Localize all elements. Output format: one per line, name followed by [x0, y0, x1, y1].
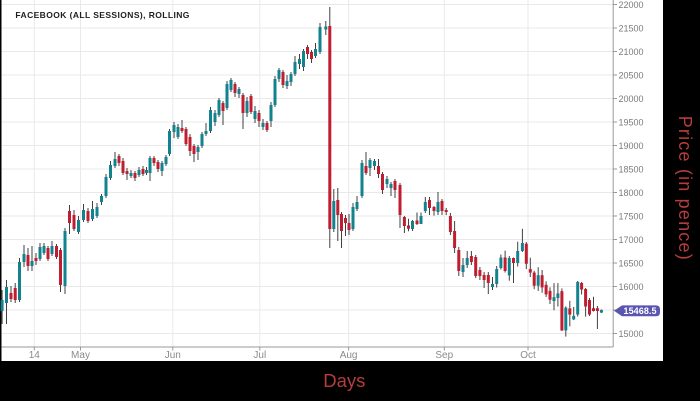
svg-text:FACEBOOK (ALL SESSIONS), ROLLI: FACEBOOK (ALL SESSIONS), ROLLING	[15, 10, 189, 20]
svg-text:May: May	[71, 350, 90, 361]
svg-text:19000: 19000	[619, 141, 644, 151]
svg-text:Aug: Aug	[340, 350, 358, 361]
svg-text:Jul: Jul	[253, 350, 266, 361]
svg-text:Price (in pence): Price (in pence)	[675, 116, 695, 260]
svg-text:19500: 19500	[619, 117, 644, 127]
svg-text:21000: 21000	[619, 47, 644, 57]
svg-text:16000: 16000	[619, 282, 644, 292]
svg-text:17000: 17000	[619, 235, 644, 245]
svg-text:21500: 21500	[619, 23, 644, 33]
svg-text:16500: 16500	[619, 258, 644, 268]
svg-text:15000: 15000	[619, 329, 644, 339]
svg-text:17500: 17500	[619, 211, 644, 221]
svg-text:18500: 18500	[619, 164, 644, 174]
svg-text:15468.5: 15468.5	[624, 306, 657, 316]
svg-text:Days: Days	[323, 370, 365, 391]
svg-text:Sep: Sep	[435, 350, 453, 361]
svg-text:18000: 18000	[619, 188, 644, 198]
svg-text:20500: 20500	[619, 70, 644, 80]
svg-text:Jun: Jun	[165, 350, 181, 361]
svg-text:14: 14	[29, 350, 41, 361]
svg-text:Oct: Oct	[520, 350, 536, 361]
svg-text:22000: 22000	[619, 0, 644, 10]
svg-text:20000: 20000	[619, 94, 644, 104]
